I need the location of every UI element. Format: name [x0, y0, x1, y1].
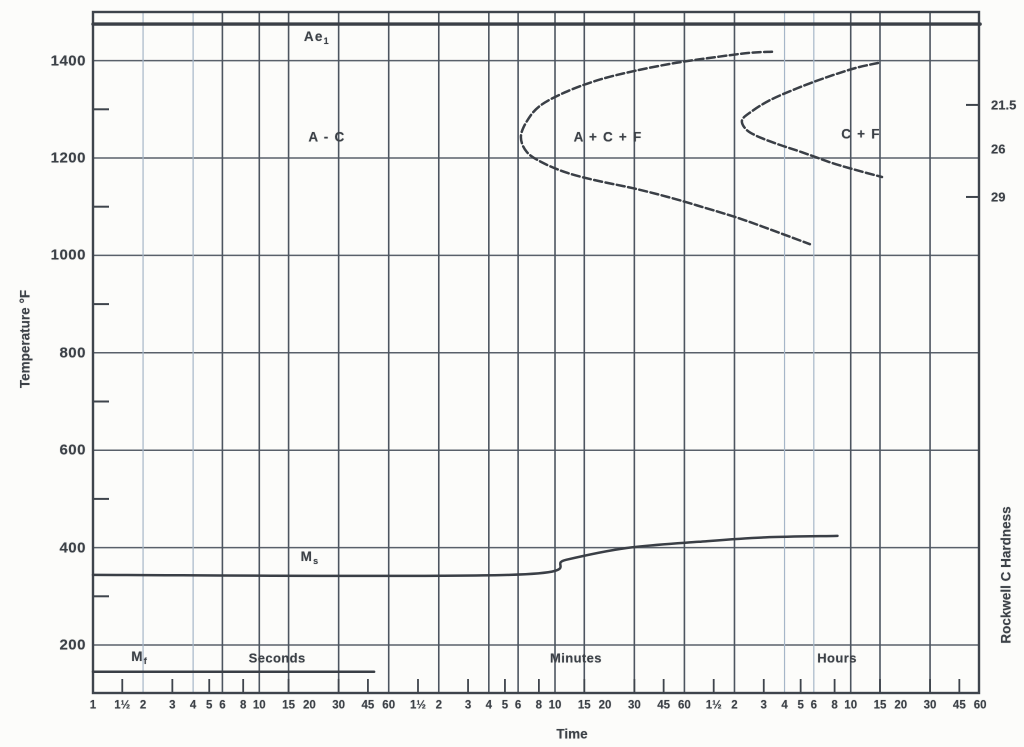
y-axis-title: Temperature °F [17, 289, 33, 389]
series-ms-temperature-line [91, 534, 839, 578]
x-axis-tick-label: 10 [548, 699, 562, 712]
x-axis-tick-label: 30 [627, 699, 641, 712]
x-axis-tick-label: 20 [598, 699, 612, 712]
x-axis-band-label-seconds: Seconds [248, 650, 306, 666]
y-axis-tick-label: 800 [59, 344, 86, 362]
x-axis-tick-label: 45 [952, 699, 966, 712]
x-axis-tick-label: 45 [361, 699, 375, 712]
y-axis-tick-label: 200 [59, 636, 86, 654]
x-axis-tick-label: 3 [464, 699, 472, 712]
x-axis-tick-label: 3 [169, 699, 176, 712]
x-axis-tick-label: 5 [797, 699, 804, 712]
x-axis-tick-label: 4 [189, 699, 197, 712]
y2-axis-title: Rockwell C Hardness [998, 506, 1014, 644]
x-axis-tick-label: 1½ [409, 699, 426, 712]
x-axis-tick-label: 5 [206, 699, 213, 712]
series-a-c-f-transformation-c-curve [519, 50, 812, 246]
y-axis-tick-label: 1200 [50, 149, 86, 167]
x-axis-tick-label: 10 [844, 699, 858, 712]
x-axis-band-label-hours: Hours [817, 650, 857, 666]
x-axis-tick-label: 15 [873, 699, 887, 712]
x-axis-tick-label: 8 [239, 699, 247, 712]
y-axis-tick-label: 1000 [50, 246, 86, 264]
x-axis-tick-label: 30 [923, 699, 937, 712]
x-axis-tick-label: 2 [139, 699, 147, 712]
y-axis-tick-label: 1400 [50, 52, 86, 70]
annotation-mf: Mf [131, 649, 147, 667]
series-c-f-transformation-c-curve [740, 61, 884, 179]
x-axis-tick-label: 60 [678, 699, 691, 712]
annotation-ms: Ms [300, 549, 319, 567]
x-axis-tick-label: 20 [894, 699, 908, 712]
annotation-a-c-f: A + C + F [573, 129, 643, 145]
y-axis-tick-label: 400 [59, 539, 86, 557]
y2-axis-value-label: 26 [991, 141, 1006, 157]
x-axis-tick-label: 8 [831, 699, 838, 712]
x-axis-band-label-minutes: Minutes [549, 650, 602, 666]
annotation-c-f: C + F [841, 126, 881, 142]
x-axis-title: Time [556, 726, 588, 742]
x-axis-tick-label: 3 [760, 699, 767, 712]
x-axis-tick-label: 45 [657, 699, 671, 712]
x-axis-tick-label: 15 [282, 699, 295, 712]
x-axis-tick-label: 60 [973, 699, 987, 712]
x-axis-tick-label: 2 [435, 699, 442, 712]
y-axis-tick-label: 600 [59, 441, 86, 459]
x-axis-tick-label: 1½ [114, 699, 131, 712]
x-axis-tick-label: 6 [514, 699, 522, 712]
x-axis-tick-label: 4 [781, 699, 788, 712]
x-axis-tick-label: 15 [577, 699, 591, 712]
annotation-a-c: A - C [308, 129, 346, 145]
x-axis-tick-label: 20 [302, 699, 316, 712]
x-axis-tick-label: 6 [810, 699, 818, 712]
x-axis-tick-label: 2 [731, 699, 738, 712]
x-axis-tick-label: 5 [501, 699, 509, 712]
x-axis-tick-label: 6 [219, 699, 226, 712]
y2-axis-value-label: 29 [991, 189, 1006, 205]
x-axis-tick-label: 10 [252, 699, 266, 712]
x-axis-tick-label: 30 [332, 699, 346, 712]
plot-border [91, 10, 981, 695]
x-axis-tick-label: 8 [535, 699, 543, 712]
x-axis-tick-label: 4 [485, 699, 493, 712]
x-axis-tick-label: 1 [89, 699, 97, 712]
x-axis-tick-label: 1½ [705, 699, 722, 712]
y2-axis-value-label: 21.5 [991, 97, 1017, 113]
annotation-ae1: Ae1 [303, 29, 329, 47]
x-axis-tick-label: 60 [382, 699, 396, 712]
